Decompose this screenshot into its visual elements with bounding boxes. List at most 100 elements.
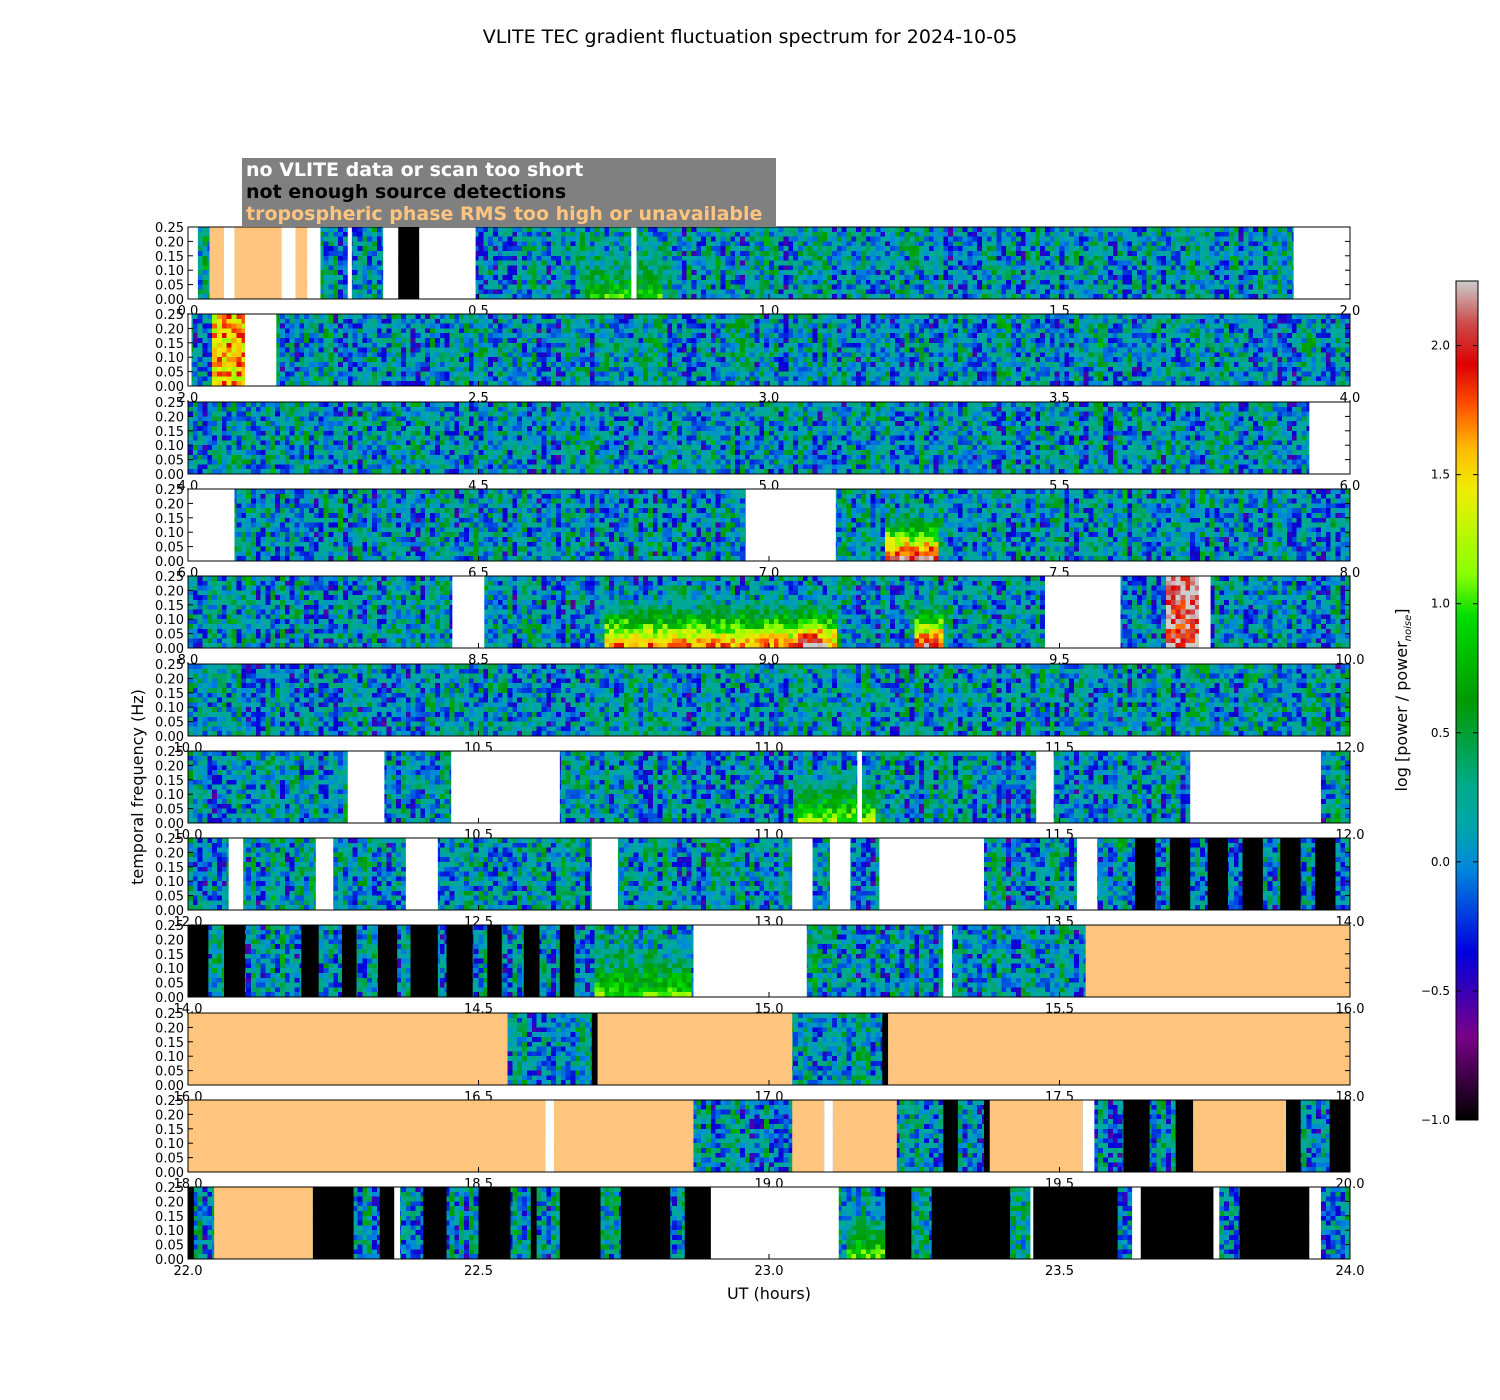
flag-nodet-8-6 bbox=[446, 925, 473, 997]
y-tick-label-1-0: 0.00 bbox=[155, 380, 184, 395]
flag-nodata-0-2 bbox=[224, 227, 235, 299]
y-tick-label-7-1: 0.05 bbox=[155, 890, 184, 905]
y-tick-label-5-3: 0.15 bbox=[155, 687, 184, 702]
flag-nodet-11-13 bbox=[931, 1187, 1011, 1259]
flag-nodata-0-8 bbox=[383, 227, 399, 299]
y-tick-label-3-2: 0.10 bbox=[155, 526, 184, 541]
colorbar-tick-label-6: 2.0 bbox=[1431, 339, 1450, 353]
flag-tropo-8-12 bbox=[1085, 925, 1350, 997]
flag-nodet-7-13 bbox=[1315, 838, 1336, 910]
flag-nodet-11-3 bbox=[379, 1187, 395, 1259]
flag-nodata-0-12 bbox=[1293, 227, 1350, 299]
flag-nodata-8-11 bbox=[943, 925, 953, 997]
y-tick-label-7-4: 0.20 bbox=[155, 846, 184, 861]
y-tick-label-9-0: 0.00 bbox=[155, 1079, 184, 1094]
y-tick-label-6-2: 0.10 bbox=[155, 788, 184, 803]
y-tick-label-6-5: 0.25 bbox=[155, 745, 184, 760]
flag-nodet-7-10 bbox=[1207, 838, 1228, 910]
y-tick-label-7-0: 0.00 bbox=[155, 904, 184, 919]
y-tick-label-3-0: 0.00 bbox=[155, 555, 184, 570]
flag-nodata-11-20 bbox=[1309, 1187, 1321, 1259]
y-tick-label-1-1: 0.05 bbox=[155, 366, 184, 381]
flag-nodet-11-17 bbox=[1140, 1187, 1214, 1259]
y-tick-label-5-4: 0.20 bbox=[155, 672, 184, 687]
flag-nodata-10-4 bbox=[824, 1100, 833, 1172]
heatmap-row-5 bbox=[188, 664, 1350, 736]
y-tick-label-10-1: 0.05 bbox=[155, 1152, 184, 1167]
y-tick-label-4-2: 0.10 bbox=[155, 613, 184, 628]
colorbar: −1.0 −0.5 0.0 0.5 1.0 1.5 2.0 bbox=[1421, 280, 1479, 1127]
flag-nodet-8-8 bbox=[523, 925, 540, 997]
y-tick-label-5-5: 0.25 bbox=[155, 658, 184, 673]
y-tick-label-2-4: 0.20 bbox=[155, 410, 184, 425]
flag-nodata-7-0 bbox=[228, 838, 244, 910]
colorbar-label-end: ] bbox=[1392, 608, 1411, 614]
flag-nodata-11-18 bbox=[1213, 1187, 1220, 1259]
flag-nodata-0-7 bbox=[347, 227, 352, 299]
flag-nodata-2-0 bbox=[1309, 402, 1350, 474]
y-tick-label-0-4: 0.20 bbox=[155, 235, 184, 250]
colorbar-label-sub: noise bbox=[1403, 615, 1414, 642]
flag-nodet-11-8 bbox=[559, 1187, 601, 1259]
y-tick-label-5-1: 0.05 bbox=[155, 716, 184, 731]
y-tick-label-2-1: 0.05 bbox=[155, 454, 184, 469]
colorbar-tick-label-1: −0.5 bbox=[1421, 984, 1450, 998]
flag-nodata-3-0 bbox=[188, 489, 235, 561]
y-tick-label-0-5: 0.25 bbox=[155, 221, 184, 236]
heatmap-row-2 bbox=[188, 402, 1350, 474]
y-tick-label-2-2: 0.10 bbox=[155, 439, 184, 454]
flag-nodet-10-6 bbox=[943, 1100, 958, 1172]
y-tick-label-4-1: 0.05 bbox=[155, 628, 184, 643]
y-tick-label-8-2: 0.10 bbox=[155, 962, 184, 977]
heatmap-row-0 bbox=[188, 227, 1350, 299]
y-tick-label-3-5: 0.25 bbox=[155, 483, 184, 498]
heatmap-row-4 bbox=[188, 576, 1350, 648]
colorbar-gradient bbox=[1455, 280, 1479, 1121]
flag-nodata-7-4 bbox=[792, 838, 813, 910]
flag-nodata-1-1 bbox=[244, 314, 277, 386]
y-tick-label-6-4: 0.20 bbox=[155, 759, 184, 774]
flag-nodata-6-2 bbox=[857, 751, 862, 823]
flag-nodet-8-7 bbox=[487, 925, 502, 997]
flag-nodet-11-6 bbox=[478, 1187, 511, 1259]
y-tick-label-1-4: 0.20 bbox=[155, 322, 184, 337]
flag-nodata-6-4 bbox=[1190, 751, 1321, 823]
y-tick-label-9-5: 0.25 bbox=[155, 1007, 184, 1022]
flag-nodet-9-3 bbox=[882, 1013, 889, 1085]
y-tick-label-8-5: 0.25 bbox=[155, 919, 184, 934]
y-tick-label-1-2: 0.10 bbox=[155, 351, 184, 366]
y-tick-label-8-3: 0.15 bbox=[155, 948, 184, 963]
flag-tropo-0-1 bbox=[209, 227, 225, 299]
flag-nodet-10-7 bbox=[983, 1100, 990, 1172]
y-tick-label-6-1: 0.05 bbox=[155, 803, 184, 818]
flag-nodata-3-1 bbox=[745, 489, 836, 561]
flag-nodet-8-9 bbox=[559, 925, 575, 997]
flag-tropo-9-4 bbox=[888, 1013, 1350, 1085]
heatmap-row-1 bbox=[188, 314, 1350, 386]
colorbar-label-main: log [power / power bbox=[1392, 641, 1411, 792]
colorbar-tick-label-5: 1.5 bbox=[1431, 468, 1450, 482]
flag-nodata-0-6 bbox=[307, 227, 321, 299]
flag-tropo-9-2 bbox=[597, 1013, 793, 1085]
flag-nodata-6-1 bbox=[451, 751, 560, 823]
flag-nodata-11-14 bbox=[1030, 1187, 1034, 1259]
y-tick-label-0-1: 0.05 bbox=[155, 279, 184, 294]
y-tick-label-6-0: 0.00 bbox=[155, 817, 184, 832]
y-tick-label-1-3: 0.15 bbox=[155, 337, 184, 352]
y-tick-label-9-1: 0.05 bbox=[155, 1065, 184, 1080]
y-tick-label-11-3: 0.15 bbox=[155, 1210, 184, 1225]
y-tick-label-8-1: 0.05 bbox=[155, 977, 184, 992]
flag-nodata-6-3 bbox=[1036, 751, 1054, 823]
colorbar-label: log [power / powernoise] bbox=[1392, 608, 1414, 791]
y-tick-label-10-2: 0.10 bbox=[155, 1137, 184, 1152]
y-tick-label-5-0: 0.00 bbox=[155, 730, 184, 745]
flag-nodet-8-0 bbox=[188, 925, 209, 997]
flag-nodata-11-16 bbox=[1132, 1187, 1141, 1259]
flag-nodet-7-8 bbox=[1135, 838, 1156, 910]
flag-nodata-7-2 bbox=[405, 838, 438, 910]
flag-nodata-10-1 bbox=[545, 1100, 555, 1172]
flag-nodet-8-5 bbox=[410, 925, 438, 997]
y-tick-label-0-3: 0.15 bbox=[155, 250, 184, 265]
flag-tropo-9-0 bbox=[188, 1013, 508, 1085]
